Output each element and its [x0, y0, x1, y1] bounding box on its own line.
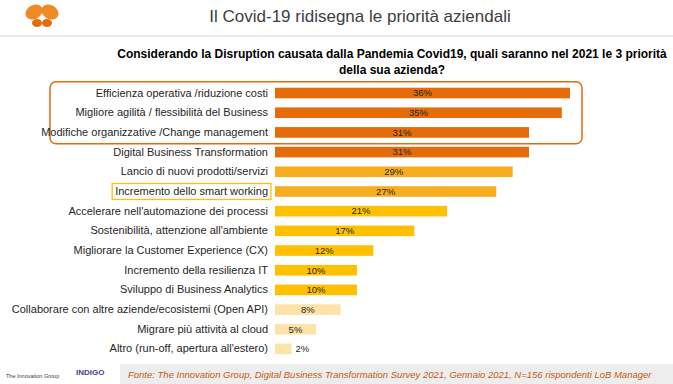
tick-label: Digital Business Transformation: [113, 146, 268, 158]
tick-label: Altro (run-off, apertura all'estero): [110, 342, 268, 354]
source: Fonte: The Innovation Group, Digital Bus…: [128, 369, 652, 380]
bar: [275, 166, 513, 177]
tick-label: Incremento della resilienza IT: [124, 264, 268, 276]
data-label: 10%: [306, 284, 326, 295]
tick: Modifiche organizzative /Change manageme…: [41, 126, 268, 138]
tick: Lancio di nuovi prodotti/servizi: [121, 165, 268, 177]
tick-label: Efficienza operativa /riduzione costi: [96, 87, 268, 99]
highlight-box: [112, 183, 271, 199]
bar: [275, 186, 496, 197]
data-label: 31%: [393, 127, 413, 138]
bar: [275, 226, 414, 237]
tick-label: Lancio di nuovi prodotti/servizi: [121, 165, 268, 177]
data-label: 21%: [352, 205, 372, 216]
bar: [275, 206, 447, 217]
logo-butterfly: [23, 1, 62, 27]
data-label: 36%: [413, 87, 433, 98]
tick-label: Collaborare con altre aziende/ecosistemi…: [12, 303, 268, 315]
tick-label: Incremento dello smart working: [115, 185, 268, 197]
tick: Digital Business Transformation: [113, 146, 268, 158]
bar: [275, 107, 562, 118]
data-label: 10%: [306, 265, 326, 276]
bar: [275, 304, 341, 315]
logo-text: The Innovation Group: [6, 373, 59, 379]
tick-label: Modifiche organizzative /Change manageme…: [41, 126, 268, 138]
tick-label: Sviluppo di Business Analytics: [120, 283, 268, 295]
bar: [275, 265, 357, 276]
subtitle: Considerando la Disruption causata dalla…: [117, 47, 667, 61]
logo-wing: [32, 19, 42, 27]
data-label: 5%: [289, 324, 303, 335]
logo-wing: [39, 1, 62, 22]
tick-label: Sostenibilità, attenzione all'ambiente: [90, 224, 268, 236]
tick: Incremento dello smart working: [115, 185, 268, 197]
data-label: 12%: [315, 245, 335, 256]
tick-label: Migrare più attività al cloud: [137, 323, 268, 335]
data-label: 17%: [335, 225, 355, 236]
tick: Collaborare con altre aziende/ecosistemi…: [12, 303, 268, 315]
header-rule: [0, 36, 673, 37]
bar: [275, 285, 357, 296]
footer-band: [120, 364, 673, 384]
tick: Altro (run-off, apertura all'estero): [110, 342, 268, 354]
bar: [275, 245, 373, 256]
bars: [275, 88, 570, 355]
data-label: 8%: [301, 304, 315, 315]
category-axis: Efficienza operativa /riduzione costi Mig…: [12, 87, 269, 355]
tick: Efficienza operativa /riduzione costi: [96, 87, 268, 99]
tick: Migliorare la Customer Experience (CX): [74, 244, 268, 256]
bar: [275, 344, 291, 355]
tick: Sviluppo di Business Analytics: [120, 283, 268, 295]
logo-wing: [42, 19, 52, 27]
tick: Sostenibilità, attenzione all'ambiente: [90, 224, 268, 236]
data-labels: 36% 35% 31% 31% 29% 27% 21% 17%12% 10% 10% 8% 5% 2%: [289, 87, 433, 354]
tick: Migliore agilità / flessibilità del Busi…: [75, 106, 268, 118]
logo-text: INDIGO: [76, 368, 104, 377]
tick-label: Accelerare nell'automazione dei processi: [68, 205, 268, 217]
tick: Accelerare nell'automazione dei processi: [68, 205, 268, 217]
bar: [275, 127, 529, 138]
tick: Migrare più attività al cloud: [137, 323, 268, 335]
data-label: 31%: [393, 146, 413, 157]
bar: [275, 324, 316, 335]
tick-label: Migliore agilità / flessibilità del Busi…: [75, 106, 268, 118]
tick: Incremento della resilienza IT: [124, 264, 268, 276]
data-label: 2%: [295, 343, 309, 354]
tick-label: Migliorare la Customer Experience (CX): [74, 244, 268, 256]
chart: Il Covid-19 ridisegna le priorità aziend…: [0, 0, 673, 384]
bar: [275, 147, 529, 158]
data-label: 29%: [384, 166, 404, 177]
subtitle: della sua azienda?: [339, 63, 445, 77]
data-label: 27%: [376, 186, 396, 197]
bar: [275, 88, 570, 99]
data-label: 35%: [409, 107, 429, 118]
title: Il Covid-19 ridisegna le priorità aziend…: [209, 7, 510, 26]
